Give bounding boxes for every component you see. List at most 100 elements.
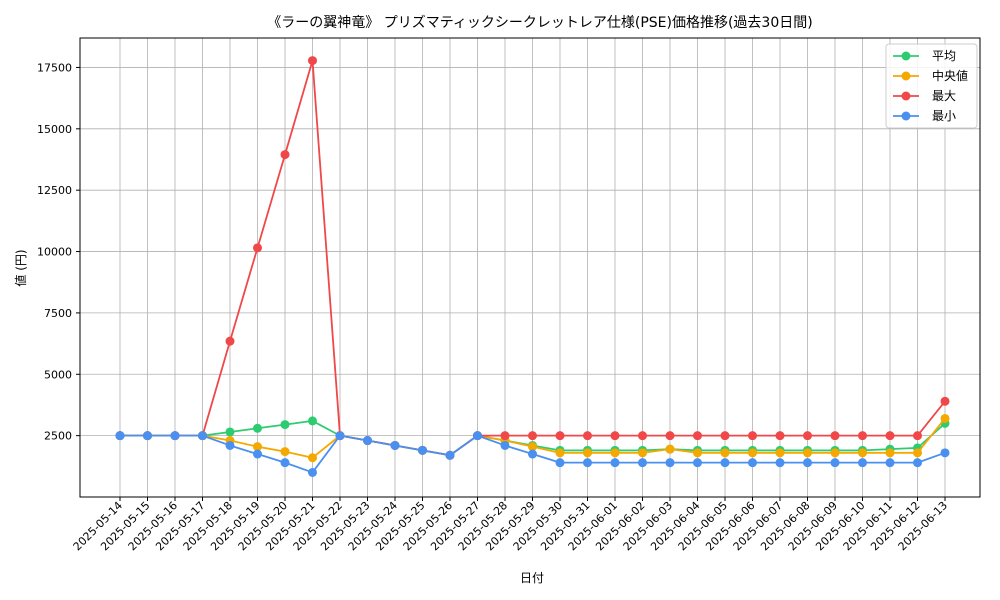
data-point [528, 431, 537, 441]
data-point [775, 458, 785, 468]
data-point [280, 447, 290, 457]
data-point [555, 431, 565, 441]
data-point [583, 431, 592, 441]
chart-title: 《ラーの翼神竜》 プリズマティックシークレットレア仕様(PSE)価格推移(過去3… [267, 14, 812, 31]
y-tick-label: 15000 [37, 123, 72, 136]
data-point [775, 448, 785, 458]
data-point [528, 442, 537, 452]
data-point [390, 440, 400, 450]
data-point [720, 431, 730, 441]
legend-box [885, 43, 978, 129]
data-point [858, 458, 867, 468]
legend-label: 中央値 [932, 68, 968, 83]
data-point [253, 449, 262, 459]
data-point [610, 431, 620, 441]
legend-label: 平均 [932, 49, 956, 63]
data-point [610, 448, 620, 458]
data-point [253, 423, 262, 433]
data-point [858, 431, 867, 441]
data-point [335, 431, 345, 441]
data-point [748, 458, 757, 468]
legend-item-3: 最大 [893, 89, 956, 103]
data-point [748, 431, 757, 441]
y-axis-label: 値 (円) [13, 249, 28, 286]
series-4 [115, 431, 950, 477]
data-point [555, 458, 565, 468]
data-point [583, 448, 592, 458]
y-tick-label: 10000 [37, 246, 72, 259]
data-point [665, 458, 675, 468]
data-point [913, 458, 922, 468]
data-point [445, 450, 455, 460]
legend-marker [901, 71, 911, 81]
grid [80, 38, 980, 497]
legend-item-1: 平均 [893, 49, 956, 63]
data-point [858, 448, 867, 458]
data-point [885, 448, 895, 458]
data-point [610, 458, 620, 468]
y-tick-label: 12500 [37, 184, 72, 197]
legend-label: 最小 [932, 109, 956, 123]
data-point [418, 445, 427, 455]
data-point [363, 436, 372, 446]
data-point [803, 458, 812, 468]
data-point [170, 431, 180, 441]
data-point [198, 431, 207, 441]
data-point [665, 431, 675, 441]
data-point [308, 416, 317, 426]
legend-label: 最大 [932, 89, 956, 103]
data-point [638, 431, 647, 441]
data-point [225, 440, 235, 450]
data-point [803, 431, 812, 441]
data-point [638, 448, 647, 458]
data-point [280, 458, 290, 468]
legend-marker [901, 91, 911, 101]
y-tick-label: 17500 [37, 61, 72, 74]
data-point [253, 243, 262, 253]
data-point [693, 448, 702, 458]
data-point [885, 458, 895, 468]
data-point [308, 56, 317, 66]
data-point [720, 448, 730, 458]
data-point [940, 413, 950, 423]
data-point [693, 458, 702, 468]
data-point [913, 448, 922, 458]
data-point [830, 431, 840, 441]
data-point [253, 442, 262, 452]
data-point [500, 440, 510, 450]
data-point [280, 420, 290, 430]
x-axis: 2025-05-142025-05-152025-05-162025-05-17… [71, 497, 950, 553]
data-point [775, 431, 785, 441]
y-tick-label: 7500 [44, 307, 72, 320]
data-point [720, 458, 730, 468]
data-point [748, 448, 757, 458]
y-tick-label: 5000 [44, 368, 72, 381]
data-point [143, 431, 152, 441]
legend-item-2: 中央値 [893, 68, 968, 83]
x-axis-label: 日付 [520, 571, 544, 585]
data-point [638, 458, 647, 468]
legend-item-4: 最小 [893, 109, 956, 123]
data-point [885, 431, 895, 441]
plot-area-frame [79, 37, 981, 498]
data-point [555, 448, 565, 458]
data-point [940, 448, 950, 458]
data-point [665, 444, 675, 454]
data-point [830, 458, 840, 468]
y-tick-label: 2500 [44, 430, 72, 443]
data-point [528, 449, 537, 459]
data-point [225, 427, 235, 437]
data-point [500, 431, 510, 441]
data-point [473, 431, 482, 441]
series-layer [115, 56, 950, 477]
data-point [308, 453, 317, 463]
legend-marker [901, 51, 911, 61]
data-point [803, 448, 812, 458]
data-point [830, 448, 840, 458]
data-point [308, 467, 317, 477]
data-point [940, 396, 950, 406]
data-point [913, 431, 922, 441]
data-point [280, 150, 290, 160]
y-axis: 2500 5000 7500 10000 12500 15000 17500 [37, 61, 80, 443]
